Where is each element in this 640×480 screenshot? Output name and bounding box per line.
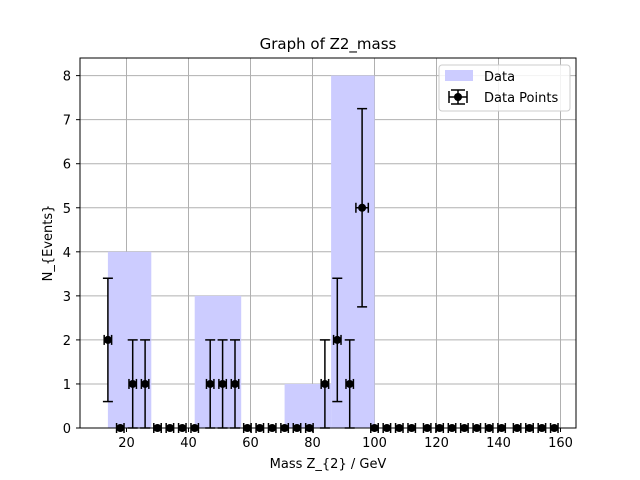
histogram-bar [284,383,332,428]
histogram-bar [331,75,375,428]
data-point [355,107,370,308]
legend-swatch-data [445,70,473,81]
data-point-marker [218,379,227,388]
data-point-marker [128,379,137,388]
y-tick-label: 0 [63,422,71,437]
y-tick-label: 5 [63,202,71,217]
chart-title: Graph of Z2_mass [260,35,397,54]
data-point-marker [333,335,342,344]
legend-marker-points [454,93,462,101]
y-axis-label: N_{Events} [41,205,56,282]
x-tick-label: 60 [242,436,259,451]
data-point [127,339,138,429]
plot-frame [79,57,577,429]
y-tick-label: 6 [63,158,71,173]
x-tick-label: 160 [548,436,573,451]
legend: Data Data Points [438,64,571,112]
histogram-bars [107,75,375,428]
data-point [102,277,113,403]
x-tick-label: 80 [304,436,321,451]
x-axis-ticks: 20 40 60 80 100 120 140 160 [118,428,573,451]
data-point-marker [358,203,367,212]
y-tick-label: 8 [63,70,71,85]
x-tick-label: 140 [486,436,511,451]
grid [80,58,576,429]
x-tick-label: 20 [118,436,135,451]
x-tick-label: 100 [362,436,387,451]
y-tick-label: 7 [63,114,71,129]
data-point-marker [345,379,354,388]
data-point [344,339,355,429]
x-tick-label: 120 [424,436,449,451]
y-axis-ticks: 0 1 2 3 4 5 6 7 8 [63,70,80,437]
data-point [140,339,151,429]
data-point-marker [231,379,239,388]
y-tick-label: 1 [63,378,71,393]
y-tick-label: 3 [63,290,71,305]
data-point-marker [320,379,329,388]
y-tick-label: 4 [63,246,71,261]
histogram-bar [194,295,242,428]
legend-label-data: Data [484,70,515,85]
data-point-marker [103,335,112,344]
data-point [217,339,228,429]
legend-label-points: Data Points [484,91,558,106]
x-tick-label: 40 [180,436,197,451]
data-point [332,277,343,403]
data-point-marker [141,379,150,388]
data-point-marker [206,379,215,388]
x-axis-label: Mass Z_{2} / GeV [270,457,387,472]
y-tick-label: 2 [63,334,71,349]
